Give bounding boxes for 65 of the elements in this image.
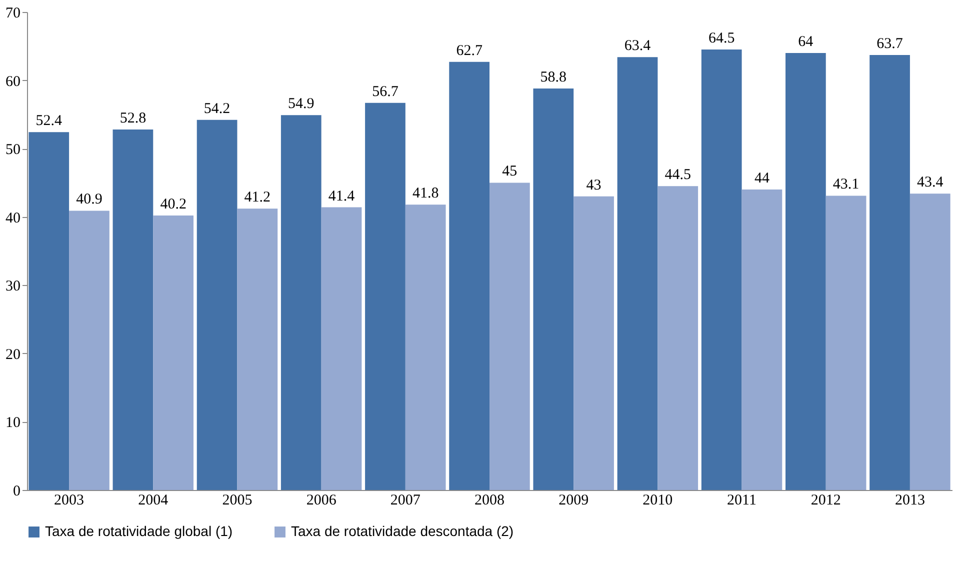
data-label: 62.7 [456, 42, 483, 59]
bar [658, 186, 698, 490]
data-label: 56.7 [372, 84, 399, 100]
bar [153, 215, 194, 490]
x-tick-label: 2010 [642, 492, 673, 508]
bar [701, 50, 742, 490]
bar [786, 52, 826, 490]
data-label: 54.9 [288, 96, 314, 112]
x-tick-label: 2013 [894, 492, 925, 508]
bar [533, 88, 574, 490]
x-tick-label: 2008 [474, 492, 504, 508]
bar [490, 182, 530, 490]
bar [321, 207, 362, 490]
y-tick-label: 60 [6, 74, 20, 90]
bar [574, 196, 614, 490]
legend-label: Taxa de rotatividade global (1) [45, 523, 233, 539]
bar [112, 129, 154, 490]
y-tick-label: 40 [6, 210, 20, 226]
x-tick-label: 2011 [727, 492, 756, 508]
data-label: 44.5 [664, 167, 691, 184]
data-label: 43.4 [917, 174, 944, 191]
x-tick-label: 2006 [306, 492, 337, 508]
data-label: 63.4 [624, 38, 652, 54]
x-tick-label: 2003 [54, 492, 84, 508]
bar [196, 120, 238, 490]
data-label: 64.5 [708, 30, 735, 47]
bar [617, 57, 658, 490]
bar [69, 210, 110, 490]
x-tick-label: 2009 [558, 492, 589, 508]
x-tick-label: 2007 [390, 492, 421, 508]
bar [28, 132, 70, 490]
data-label: 64 [798, 34, 814, 50]
data-label: 40.9 [76, 192, 102, 208]
y-tick-label: 20 [6, 346, 20, 363]
bar [405, 204, 446, 490]
x-tick-label: 2005 [222, 492, 252, 508]
data-label: 52.4 [36, 113, 62, 130]
bar [449, 62, 490, 490]
data-label: 41.4 [328, 188, 356, 204]
data-label: 58.8 [540, 69, 567, 86]
data-label: 43.1 [832, 176, 860, 193]
y-tick-label: 0 [13, 484, 20, 500]
x-tick-label: 2004 [138, 492, 169, 508]
legend-label: Taxa de rotatividade descontada (2) [291, 523, 514, 539]
data-label: 40.2 [160, 196, 186, 212]
y-tick-label: 70 [6, 6, 20, 22]
bar [910, 194, 950, 490]
data-label: 43 [586, 177, 602, 194]
data-label: 44 [754, 170, 770, 187]
bar [742, 190, 782, 490]
bar [237, 208, 278, 490]
bar [870, 55, 910, 490]
y-tick-label: 30 [6, 278, 20, 295]
data-label: 41.2 [244, 190, 271, 206]
bar [280, 115, 322, 490]
data-label: 41.8 [412, 186, 439, 202]
data-label: 52.8 [120, 110, 146, 126]
y-tick-label: 50 [6, 142, 20, 158]
data-label: 63.7 [876, 36, 904, 52]
bar [365, 102, 406, 490]
data-label: 45 [502, 164, 518, 180]
y-tick-label: 10 [6, 415, 20, 432]
x-tick-label: 2012 [810, 492, 841, 508]
bar [826, 196, 866, 490]
data-label: 54.2 [204, 100, 230, 117]
